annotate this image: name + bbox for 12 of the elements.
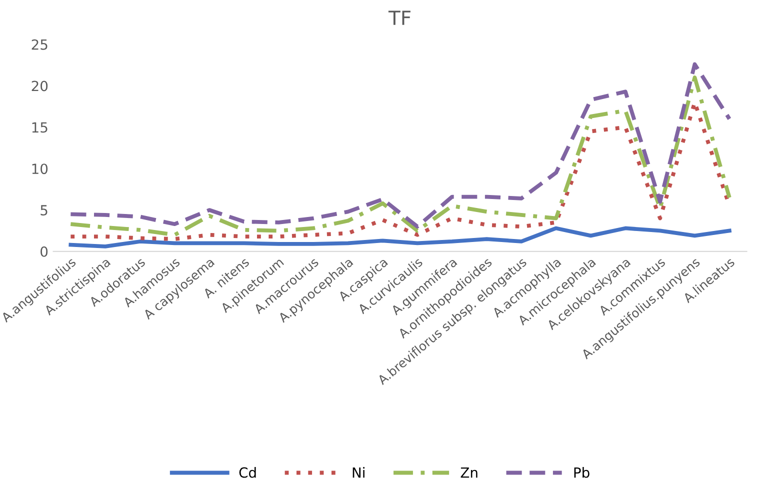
legend-label: Pb <box>574 467 590 478</box>
chart-title: TF <box>388 10 410 25</box>
legend-label: Ni <box>352 467 364 478</box>
y-tick-label: 5 <box>40 205 48 216</box>
y-tick-label: 15 <box>32 122 48 133</box>
legend-label: Cd <box>239 467 256 478</box>
line-series <box>68 226 732 248</box>
y-tick-label: 25 <box>32 39 48 50</box>
y-tick-label: 10 <box>32 164 48 174</box>
legend-label: Zn <box>460 467 478 478</box>
y-tick-label: 0 <box>40 246 48 257</box>
y-tick-label: 20 <box>32 80 48 92</box>
